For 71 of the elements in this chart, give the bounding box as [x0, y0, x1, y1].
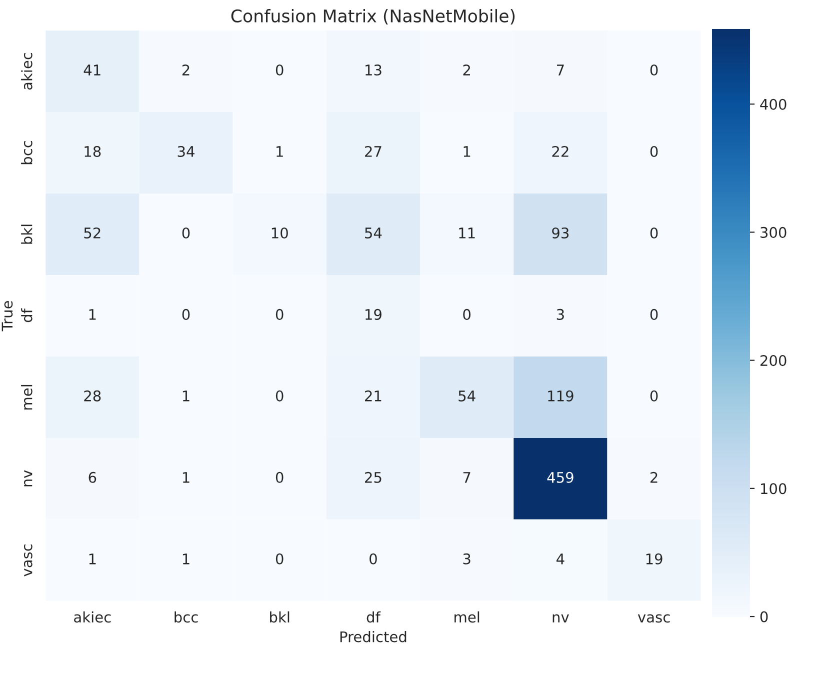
data-label: 7 [556, 64, 564, 76]
data-label: 18 [84, 146, 101, 158]
data-label: 1 [276, 146, 283, 157]
color-bar-label: 0 [760, 611, 768, 622]
data-label: 459 [547, 472, 574, 483]
data-label: 2 [650, 472, 658, 483]
data-label: 0 [182, 227, 190, 238]
color-bar-label: 300 [760, 226, 786, 238]
x-tick-label: mel [454, 611, 480, 623]
y-tick-label: vasc [24, 544, 32, 576]
data-label: 7 [463, 472, 470, 483]
data-label: 22 [552, 146, 568, 157]
data-label: 0 [650, 308, 658, 320]
y-tick-label: akiec [21, 52, 32, 90]
data-label: 0 [276, 308, 284, 320]
data-label: 93 [552, 227, 569, 238]
data-label: 0 [650, 227, 658, 238]
data-label: 21 [365, 390, 382, 402]
data-label: 41 [84, 64, 100, 76]
data-label: 0 [650, 64, 658, 76]
data-label: 3 [463, 553, 470, 564]
data-label: 1 [182, 554, 190, 564]
data-label: 11 [459, 228, 475, 238]
data-label: 19 [366, 308, 382, 320]
data-label: 27 [365, 146, 382, 157]
y-tick-label: bcc [21, 141, 32, 164]
y-tick-label: nv [24, 470, 32, 486]
x-tick-label: df [366, 611, 381, 623]
data-label: 0 [276, 390, 284, 402]
data-label: 4 [556, 554, 564, 564]
y-tick-label: df [21, 308, 32, 322]
data-label: 0 [276, 553, 284, 564]
data-label: 0 [182, 308, 190, 320]
data-label: 2 [182, 64, 190, 76]
data-label: 6 [88, 472, 96, 483]
data-label: 0 [276, 472, 284, 483]
data-label: 34 [178, 146, 194, 158]
data-label: 19 [646, 553, 662, 564]
data-label: 1 [182, 472, 190, 483]
color-bar-label: 200 [760, 355, 786, 366]
data-label: 119 [548, 390, 574, 402]
data-label: 13 [366, 64, 382, 76]
data-label: 1 [464, 146, 470, 157]
data-label: 1 [89, 554, 96, 564]
y-axis-title: True [2, 301, 13, 332]
data-label: 0 [276, 64, 284, 76]
data-label: 10 [272, 227, 288, 238]
x-tick-label: bcc [174, 611, 198, 623]
y-tick-label: mel [21, 384, 32, 410]
x-tick-label: akiec [74, 611, 111, 623]
x-tick-label: vasc [638, 614, 670, 623]
x-tick-label: bkl [270, 611, 290, 623]
data-label: 1 [89, 309, 96, 320]
color-bar-label: 100 [761, 483, 786, 494]
x-axis-title: Predicted [340, 631, 406, 642]
data-label: 0 [370, 553, 377, 564]
data-label: 0 [650, 146, 658, 158]
data-label: 54 [365, 228, 382, 238]
data-label: 52 [84, 227, 100, 238]
chart-title: Confusion Matrix (NasNetMobile) [231, 9, 515, 25]
data-label: 25 [365, 472, 382, 483]
data-label: 54 [458, 390, 476, 402]
data-label: 1 [182, 390, 190, 402]
data-label: 2 [463, 64, 470, 76]
color-bar-label: 400 [760, 98, 786, 110]
data-label: 28 [84, 390, 101, 402]
data-label: 0 [463, 308, 470, 320]
data-label: 0 [650, 390, 658, 402]
data-label: 3 [556, 308, 564, 320]
y-tick-label: bkl [21, 224, 32, 244]
x-tick-label: nv [552, 614, 569, 622]
